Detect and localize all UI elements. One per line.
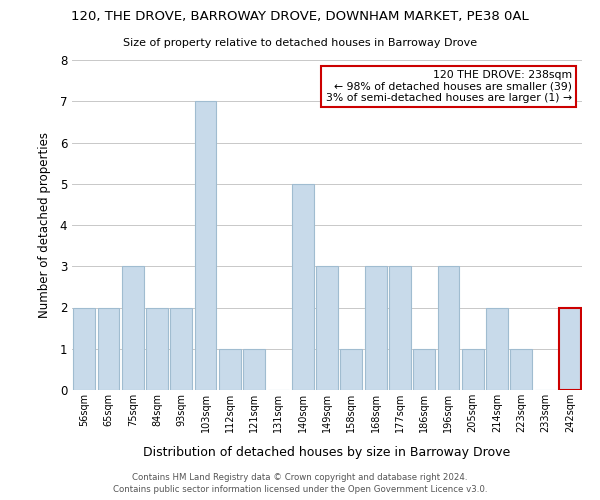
Bar — [511, 349, 532, 390]
Bar — [292, 184, 314, 390]
Bar — [413, 349, 435, 390]
Bar — [243, 349, 265, 390]
Bar — [194, 101, 217, 390]
X-axis label: Distribution of detached houses by size in Barroway Drove: Distribution of detached houses by size … — [143, 446, 511, 459]
Bar — [146, 308, 168, 390]
Text: Contains public sector information licensed under the Open Government Licence v3: Contains public sector information licen… — [113, 485, 487, 494]
Y-axis label: Number of detached properties: Number of detached properties — [38, 132, 52, 318]
Bar — [462, 349, 484, 390]
Bar — [316, 266, 338, 390]
Bar — [170, 308, 192, 390]
Text: 120, THE DROVE, BARROWAY DROVE, DOWNHAM MARKET, PE38 0AL: 120, THE DROVE, BARROWAY DROVE, DOWNHAM … — [71, 10, 529, 23]
Text: 120 THE DROVE: 238sqm
← 98% of detached houses are smaller (39)
3% of semi-detac: 120 THE DROVE: 238sqm ← 98% of detached … — [326, 70, 572, 103]
Bar — [97, 308, 119, 390]
Bar — [437, 266, 460, 390]
Bar — [73, 308, 95, 390]
Bar — [559, 308, 581, 390]
Bar — [389, 266, 411, 390]
Bar — [365, 266, 386, 390]
Bar — [122, 266, 143, 390]
Bar — [219, 349, 241, 390]
Text: Size of property relative to detached houses in Barroway Drove: Size of property relative to detached ho… — [123, 38, 477, 48]
Text: Contains HM Land Registry data © Crown copyright and database right 2024.: Contains HM Land Registry data © Crown c… — [132, 474, 468, 482]
Bar — [486, 308, 508, 390]
Bar — [340, 349, 362, 390]
